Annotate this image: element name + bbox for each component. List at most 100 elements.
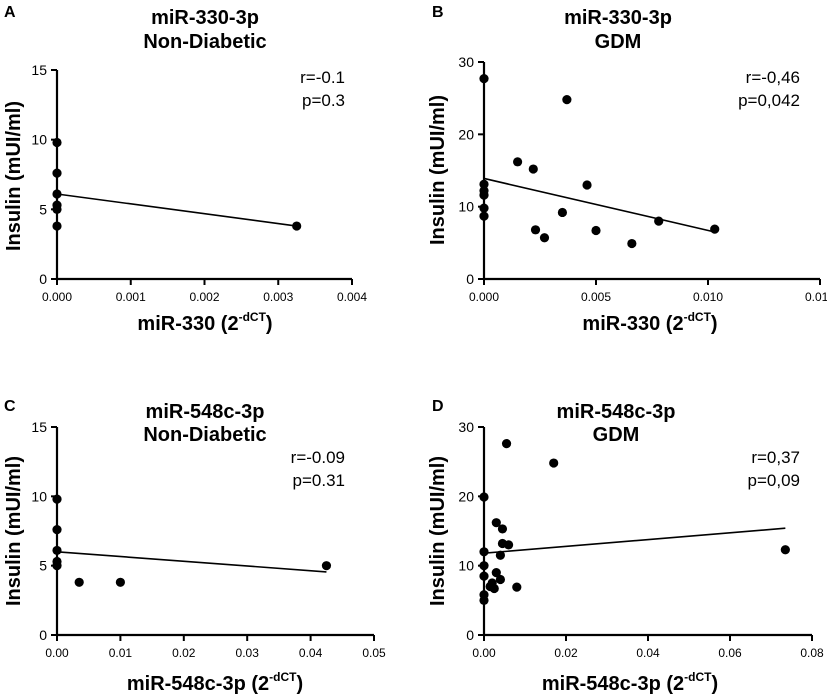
data-point [582,180,592,190]
panel-letter: A [4,4,16,21]
x-tick-label: 0.02 [172,646,196,660]
x-axis-label-base: miR-548c-3p (2 [542,673,684,695]
data-point [52,561,62,571]
x-axis-label-close: ) [711,313,718,335]
chart-title: miR-548c-3p [557,401,676,423]
x-tick-label: 0.03 [236,646,260,660]
data-point [497,524,508,534]
stat-label: r=-0.09 [291,448,345,467]
y-tick-label: 10 [458,558,474,574]
x-tick-label: 0.06 [718,646,742,660]
x-tick-label: 0.004 [337,290,367,304]
data-point [479,595,489,605]
stat-label: p=0,042 [738,91,800,110]
y-tick-label: 30 [458,419,474,435]
chart-title: miR-548c-3p [146,401,265,423]
x-axis-label-close: ) [711,673,718,695]
x-axis-label: miR-330 (2-dCT) [582,310,717,335]
regression-line [483,527,786,554]
data-point [52,494,62,504]
x-axis-label-superscript: -dCT [269,670,297,684]
y-axis-label: Insulin (mUI/ml) [427,95,449,245]
data-point [479,547,489,557]
data-point [491,518,501,528]
data-point [479,211,489,221]
panel-letter: C [4,398,16,415]
data-point [292,221,302,231]
x-axis-label-superscript: -dCT [684,670,712,684]
x-tick-label: 0.04 [299,646,323,660]
data-point [501,439,512,449]
data-point [591,225,601,236]
regression-line [56,193,297,227]
x-axis-label: miR-548c-3p (2-dCT) [542,670,718,695]
y-tick-label: 20 [458,126,474,142]
y-tick-label: 0 [39,271,47,287]
data-point [52,189,62,199]
y-tick-label: 15 [31,62,47,78]
chart-subtitle: Non-Diabetic [143,31,266,53]
data-point [479,190,489,200]
y-tick-label: 30 [458,54,474,70]
x-tick-label: 0.001 [116,290,146,304]
stat-label: r=0,37 [751,448,800,467]
x-tick-label: 0.002 [189,290,219,304]
x-tick-label: 0.005 [581,290,611,304]
data-point [52,137,62,148]
data-point [780,545,790,555]
y-axis-label: Insulin (mUI/ml) [3,101,25,251]
y-tick-label: 0 [39,627,47,643]
regression-line [483,177,715,233]
x-axis-label: miR-548c-3p (2-dCT) [127,670,303,695]
x-tick-label: 0.04 [636,646,660,660]
x-axis-label-close: ) [266,313,273,335]
stat-label: p=0.31 [293,471,345,490]
x-axis-label-close: ) [296,673,303,695]
data-point [710,224,720,234]
data-point [115,577,125,587]
data-point [52,221,62,231]
stat-label: r=-0,46 [746,68,800,87]
x-axis-label-base: miR-330 (2 [582,313,683,335]
data-point [504,540,514,550]
x-axis-label-superscript: -dCT [684,310,712,324]
data-point [479,179,489,189]
x-tick-label: 0.00 [45,646,69,660]
data-point [479,561,489,571]
data-point [52,525,62,535]
y-axis-label: Insulin (mUI/ml) [3,456,25,606]
data-point [52,204,62,214]
stat-label: p=0.3 [302,91,345,110]
stat-label: r=-0.1 [300,68,345,87]
y-tick-label: 10 [31,132,47,148]
y-tick-label: 0 [466,271,474,287]
y-tick-label: 0 [466,627,474,643]
x-axis-label-superscript: -dCT [239,310,267,324]
data-point [513,157,523,167]
x-tick-label: 0.08 [800,646,824,660]
x-tick-label: 0.01 [109,646,133,660]
y-tick-label: 20 [458,488,474,504]
data-point [74,577,84,587]
panel-letter: B [432,4,444,21]
stat-label: p=0,09 [748,471,800,490]
regression-line [56,551,327,573]
chart-title: miR-330-3p [564,7,672,29]
x-axis-label-base: miR-330 (2 [137,313,238,335]
y-tick-label: 10 [458,199,474,215]
data-point [479,203,489,213]
data-point [321,561,332,571]
x-tick-label: 0.015 [805,290,827,304]
data-point [528,164,538,174]
x-tick-label: 0.00 [472,646,496,660]
data-point [479,571,489,581]
data-point [654,216,664,226]
x-tick-label: 0.05 [362,646,386,660]
x-tick-label: 0.000 [469,290,499,304]
data-point [495,574,505,585]
data-point [562,95,572,105]
